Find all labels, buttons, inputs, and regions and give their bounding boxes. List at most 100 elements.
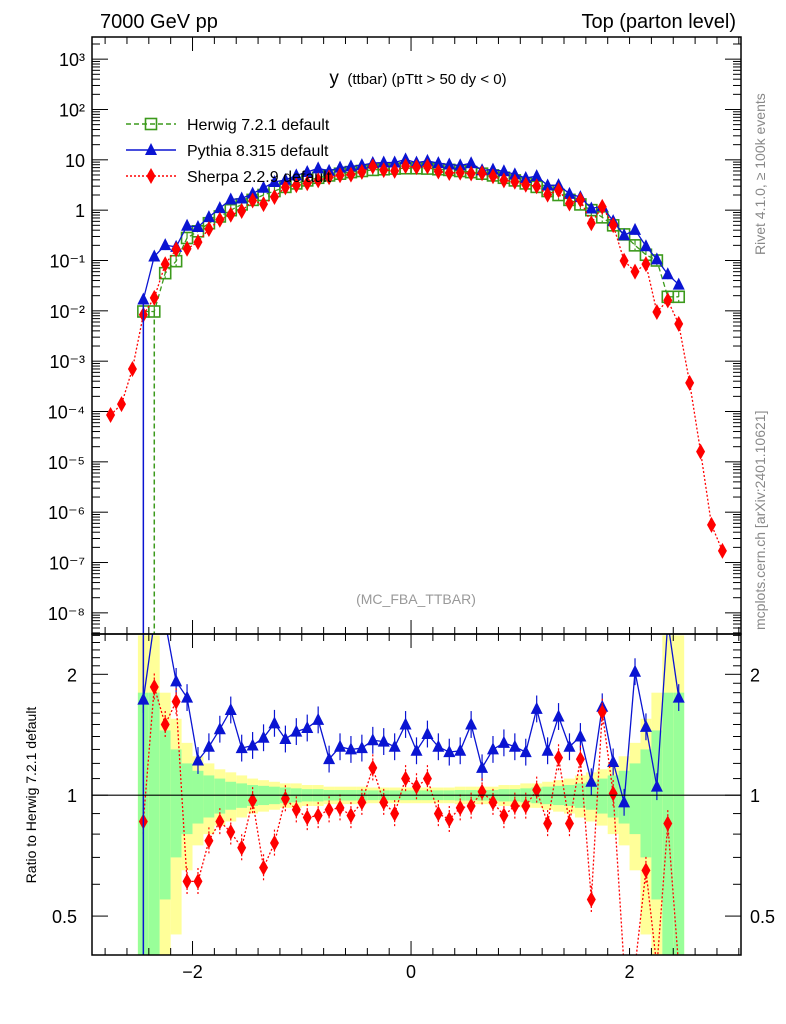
pythia-point	[268, 175, 281, 188]
sherpa-ratio-point	[499, 807, 509, 824]
sherpa-point	[674, 315, 684, 332]
pythia-ratio-point	[421, 727, 434, 740]
pythia-point	[213, 201, 226, 214]
sherpa-ratio-point	[160, 716, 170, 733]
pythia-point	[148, 249, 161, 262]
legend-pythia-label: Pythia 8.315 default	[187, 143, 329, 160]
ratio-frame	[91, 633, 742, 956]
sherpa-ratio-point	[237, 839, 247, 856]
band-green	[181, 763, 193, 835]
pythia-point	[443, 157, 456, 170]
sherpa-ratio-point	[433, 805, 443, 822]
pythia-point	[497, 164, 510, 177]
sherpa-point	[160, 256, 170, 273]
sherpa-point	[106, 407, 116, 424]
y-tick-label: 10⁻²	[49, 302, 85, 322]
pythia-point	[290, 168, 303, 181]
sherpa-point	[379, 162, 389, 179]
sherpa-ratio-point	[543, 815, 553, 832]
pythia-point	[202, 210, 215, 223]
sherpa-ratio-point	[466, 797, 476, 814]
herwig-point	[628, 239, 642, 252]
pythia-point	[650, 252, 663, 265]
herwig-point	[147, 305, 161, 318]
sherpa-point	[412, 159, 421, 176]
plot-title-rest: (ttbar) (pTtt > 50 dy < 0)	[347, 71, 506, 88]
pythia-ratio-point	[279, 732, 292, 745]
sherpa-point	[269, 189, 279, 206]
sherpa-point	[193, 234, 203, 251]
ratio-y-tick-label-left: 0.5	[52, 907, 77, 927]
band-green	[159, 730, 171, 900]
ratio-y-tick-label-right: 1	[750, 786, 760, 806]
y-tick-label: 10⁻⁵	[48, 453, 85, 473]
pythia-ratio-point	[497, 735, 510, 748]
sherpa-point	[204, 220, 214, 237]
pythia-ratio-point	[618, 795, 631, 808]
header-right: Top (parton level)	[581, 11, 736, 33]
sherpa-point	[390, 162, 400, 179]
pythia-point	[563, 186, 576, 199]
sherpa-ratio-point	[532, 782, 542, 799]
sherpa-point	[586, 215, 596, 232]
pythia-ratio-point	[399, 717, 412, 730]
sherpa-ratio-point	[652, 959, 661, 975]
sherpa-ratio-point	[335, 799, 345, 816]
sherpa-ratio-point	[226, 823, 236, 840]
pythia-ratio-point	[443, 745, 456, 758]
mcplots-label: mcplots.cern.ch [arXiv:2401.10621]	[752, 411, 768, 630]
pythia-ratio-point	[563, 739, 576, 752]
sherpa-point	[313, 172, 323, 189]
pythia-ratio-point	[639, 719, 652, 732]
pythia-ratio-point	[246, 738, 259, 751]
band-green	[148, 692, 160, 955]
sherpa-point	[357, 163, 367, 180]
ratio-plot	[92, 615, 741, 975]
pythia-ratio-point	[607, 754, 620, 767]
y-tick-label: 1	[75, 201, 85, 221]
pythia-ratio-point	[202, 739, 215, 752]
sherpa-point	[619, 252, 629, 269]
pythia-ratio-point	[181, 690, 194, 703]
sherpa-point	[499, 172, 509, 189]
ratio-y-tick-label-right: 2	[750, 665, 760, 685]
legend-sherpa-label: Sherpa 2.2.9 default	[187, 169, 332, 186]
sherpa-ratio-point	[586, 891, 596, 908]
axes: −2 0 2 10³ 10² 10 1 10⁻¹ 10⁻² 10⁻³ 10⁻⁴ 10⁻⁵ 10⁻⁶ 10⁻…	[48, 36, 775, 982]
sherpa-point	[280, 179, 290, 196]
sherpa-point	[127, 360, 137, 377]
sherpa-point	[575, 191, 585, 208]
pythia-ratio-point	[629, 664, 642, 677]
band-green	[640, 749, 652, 858]
sherpa-point	[477, 165, 487, 182]
pythia-point	[508, 167, 521, 180]
ratio-y-tick-label-left: 2	[67, 665, 77, 685]
sherpa-ratio-point	[149, 678, 159, 695]
sherpa-point	[259, 196, 269, 213]
sherpa-ratio-point	[291, 801, 301, 818]
sherpa-ratio-point	[324, 801, 334, 818]
sherpa-point	[510, 173, 520, 190]
pythia-ratio-point	[662, 615, 674, 627]
pythia-ratio-point	[224, 702, 237, 715]
ratio-y-axis-label: Ratio to Herwig 7.2.1 default	[23, 707, 39, 884]
band-green	[214, 778, 226, 814]
sherpa-point	[696, 443, 706, 460]
sherpa-point	[401, 158, 411, 175]
sherpa-point	[543, 186, 553, 203]
sherpa-point	[488, 168, 498, 185]
sherpa-point	[521, 176, 531, 193]
pythia-ratio-point	[432, 739, 445, 752]
band-green	[651, 730, 663, 900]
pythia-point	[629, 222, 642, 235]
pythia-ratio-point	[268, 716, 281, 729]
sherpa-point	[630, 263, 640, 280]
pythia-point	[388, 155, 401, 168]
sherpa-ratio-point	[444, 811, 454, 828]
pythia-ratio-point	[159, 615, 171, 627]
sherpa-point	[302, 175, 312, 192]
legend-sherpa-marker	[146, 168, 156, 184]
pythia-point	[454, 158, 467, 171]
plot-title: y (ttbar) (pTtt > 50 dy < 0)	[329, 68, 506, 89]
pythia-point	[191, 219, 204, 232]
